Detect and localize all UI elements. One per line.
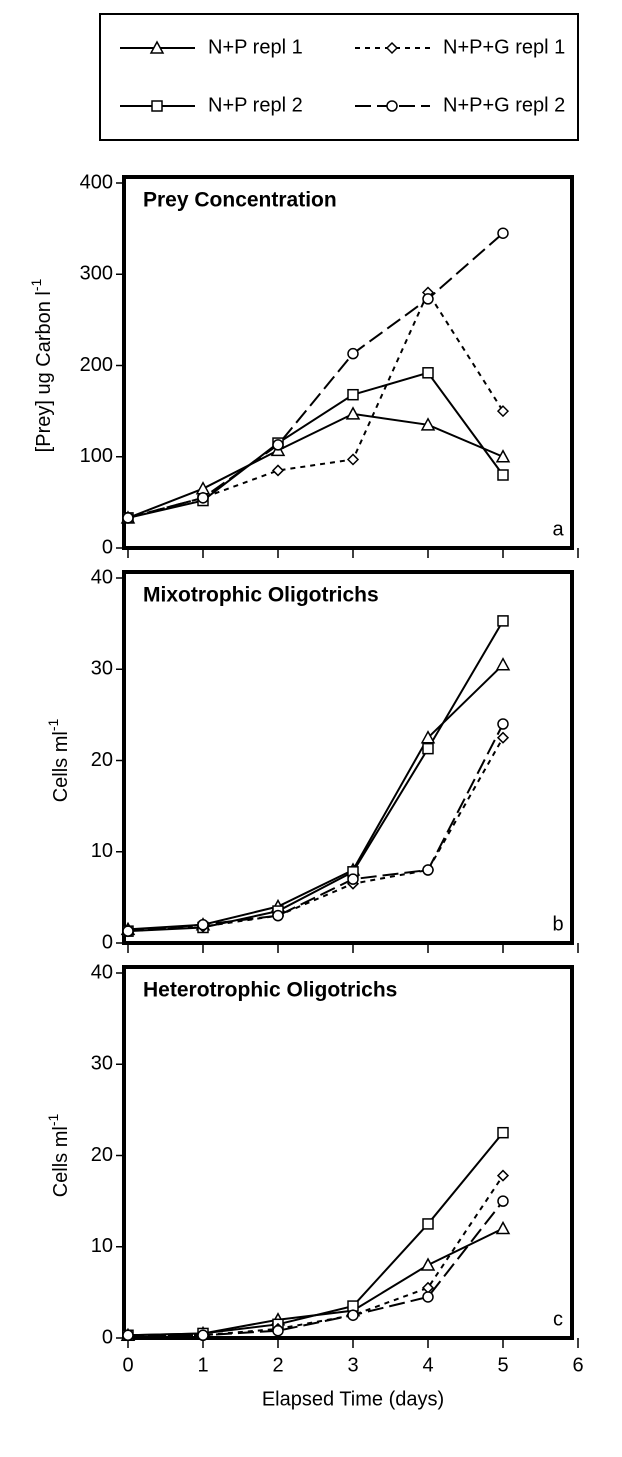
y-tick-label: 400 (80, 171, 113, 193)
y-axis-label-sup: -1 (45, 719, 61, 732)
y-tick-label: 0 (102, 536, 113, 558)
marker (497, 227, 509, 239)
marker (497, 718, 509, 730)
marker (497, 1126, 509, 1139)
marker (422, 1291, 434, 1303)
y-tick-label: 300 (80, 263, 113, 285)
marker (271, 464, 285, 477)
y-tick-label: 0 (102, 931, 113, 953)
plot-frame (122, 570, 574, 945)
marker (422, 864, 434, 876)
marker (496, 731, 510, 744)
y-tick-label: 10 (91, 840, 113, 862)
y-axis-label-text: Cells ml (50, 1126, 72, 1197)
series-line (127, 290, 504, 519)
marker (272, 439, 284, 451)
marker (347, 1309, 359, 1321)
legend-marker (151, 100, 163, 112)
x-tick-label: 5 (497, 1354, 508, 1376)
x-tick-label: 3 (347, 1354, 358, 1376)
y-axis-label-sup: -1 (45, 1114, 61, 1127)
series-line (127, 412, 504, 519)
legend-label: N+P+G repl 1 (443, 36, 565, 58)
marker (422, 367, 434, 379)
y-axis-label-sup: -1 (28, 278, 44, 291)
x-tick-label: 1 (197, 1354, 208, 1376)
series-line (128, 1175, 504, 1337)
marker (496, 1169, 510, 1182)
y-tick-label: 40 (91, 961, 113, 983)
marker (197, 1329, 209, 1342)
legend-label: N+P repl 1 (208, 36, 303, 58)
marker (420, 417, 436, 431)
y-tick-label: 20 (91, 749, 113, 771)
marker (422, 1218, 434, 1230)
panel-letter: b (552, 913, 563, 935)
x-tick-label: 2 (272, 1354, 283, 1376)
x-axis-label: Elapsed Time (days) (262, 1388, 444, 1410)
marker (420, 730, 436, 744)
marker (272, 909, 284, 922)
y-tick-label: 30 (91, 1053, 113, 1075)
panel-letter: c (553, 1308, 563, 1330)
marker (347, 873, 359, 885)
marker (495, 1220, 511, 1235)
marker (495, 449, 511, 463)
series-line (127, 1132, 504, 1337)
y-axis-label-text: [Prey] ug Carbon l (33, 291, 55, 452)
series-line (127, 620, 504, 933)
marker (345, 406, 361, 420)
y-tick-label: 30 (91, 658, 113, 680)
marker (272, 1324, 284, 1337)
legend-label: N+P repl 2 (208, 94, 303, 116)
x-tick-label: 6 (572, 1354, 583, 1376)
marker (197, 492, 209, 504)
marker (497, 469, 509, 481)
panel-title: Mixotrophic Oligotrichs (143, 584, 379, 607)
y-axis-label: [Prey] ug Carbon l-1 (28, 278, 56, 452)
series-line (127, 663, 504, 931)
marker (346, 453, 360, 466)
legend-marker (386, 100, 398, 112)
series-line (127, 232, 504, 519)
marker (347, 388, 359, 401)
series-line (128, 1200, 504, 1337)
y-axis-label-text: Cells ml (50, 731, 72, 802)
marker (197, 919, 209, 931)
series-line (127, 1227, 504, 1337)
marker (122, 512, 134, 524)
marker (347, 347, 359, 360)
y-tick-label: 10 (91, 1235, 113, 1257)
panel-title: Heterotrophic Oligotrichs (143, 979, 397, 1002)
marker (122, 1329, 134, 1342)
y-tick-label: 40 (91, 566, 113, 588)
legend-marker (385, 41, 399, 55)
legend-marker (149, 40, 165, 54)
x-tick-label: 0 (122, 1354, 133, 1376)
marker (496, 405, 510, 418)
y-axis-label: Cells ml-1 (45, 719, 73, 803)
y-axis-label: Cells ml-1 (45, 1114, 73, 1198)
y-tick-label: 200 (80, 354, 113, 376)
marker (420, 1257, 436, 1271)
panel-title: Prey Concentration (143, 189, 337, 212)
y-tick-label: 20 (91, 1144, 113, 1166)
plot-frame (122, 965, 574, 1340)
legend-label: N+P+G repl 2 (443, 94, 565, 116)
series-line (127, 737, 504, 933)
series-line (127, 371, 504, 519)
series-line (127, 723, 504, 933)
panel-letter: a (552, 518, 564, 540)
x-tick-label: 4 (422, 1354, 433, 1376)
marker (497, 615, 509, 627)
marker (497, 1195, 509, 1207)
y-tick-label: 100 (80, 445, 113, 467)
y-tick-label: 0 (102, 1326, 113, 1348)
marker (495, 657, 511, 671)
marker (422, 293, 434, 305)
legend-box (99, 13, 579, 141)
marker (122, 925, 134, 937)
marker (422, 742, 434, 755)
